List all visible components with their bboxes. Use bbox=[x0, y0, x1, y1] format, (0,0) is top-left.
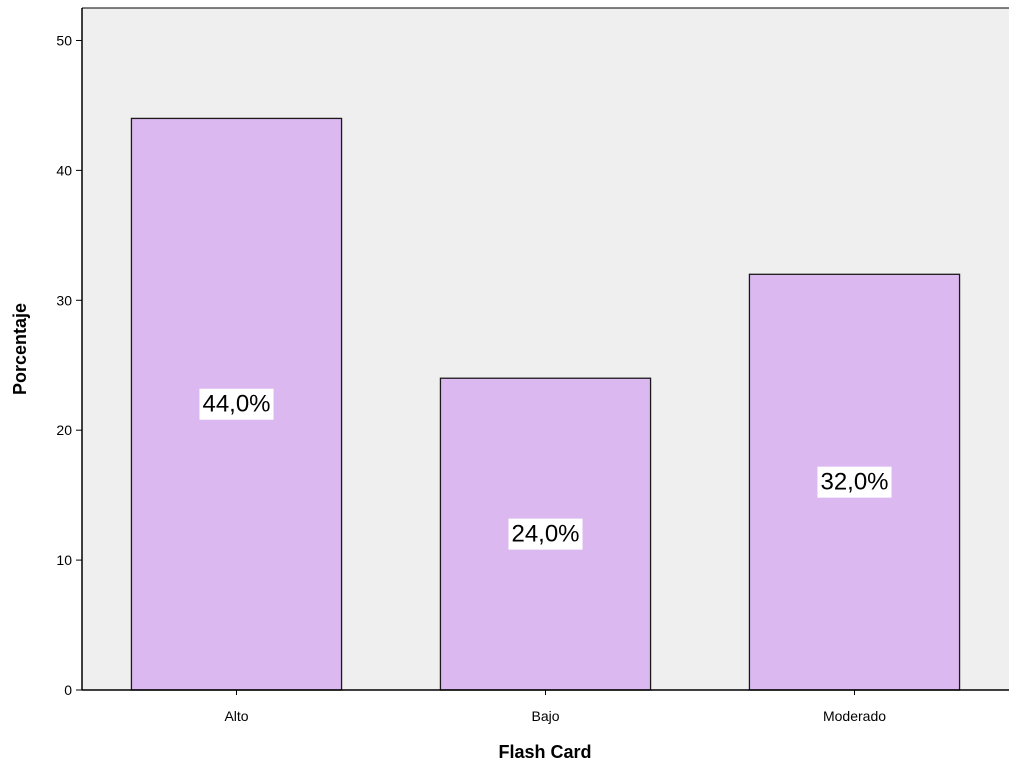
y-tick-label: 40 bbox=[56, 162, 72, 178]
y-tick-label: 20 bbox=[56, 422, 72, 438]
data-label-background bbox=[508, 518, 583, 550]
data-label-text: 32,0% bbox=[820, 469, 888, 496]
data-label-background bbox=[817, 466, 892, 498]
x-tick-label: Moderado bbox=[823, 708, 886, 724]
data-label-bajo: 24,0% bbox=[508, 518, 583, 550]
x-tick-label: Alto bbox=[224, 708, 248, 724]
y-tick-label: 30 bbox=[56, 292, 72, 308]
data-labels-layer: 44,0% 24,0% 32,0% bbox=[199, 388, 892, 550]
data-label-text: 24,0% bbox=[511, 521, 579, 548]
data-label-text: 44,0% bbox=[202, 391, 270, 418]
x-tick-label: Bajo bbox=[531, 708, 559, 724]
y-tick-label: 10 bbox=[56, 552, 72, 568]
y-tick-label: 0 bbox=[64, 682, 72, 698]
y-tick-label: 50 bbox=[56, 32, 72, 48]
y-ticks-layer: 0 10 20 30 40 50 bbox=[56, 32, 82, 698]
data-label-alto: 44,0% bbox=[199, 388, 274, 420]
data-label-background bbox=[199, 388, 274, 420]
x-ticks-layer: Alto Bajo Moderado bbox=[224, 690, 886, 724]
y-axis-title: Porcentaje bbox=[10, 303, 30, 395]
data-label-moderado: 32,0% bbox=[817, 466, 892, 498]
x-axis-title: Flash Card bbox=[498, 742, 591, 762]
